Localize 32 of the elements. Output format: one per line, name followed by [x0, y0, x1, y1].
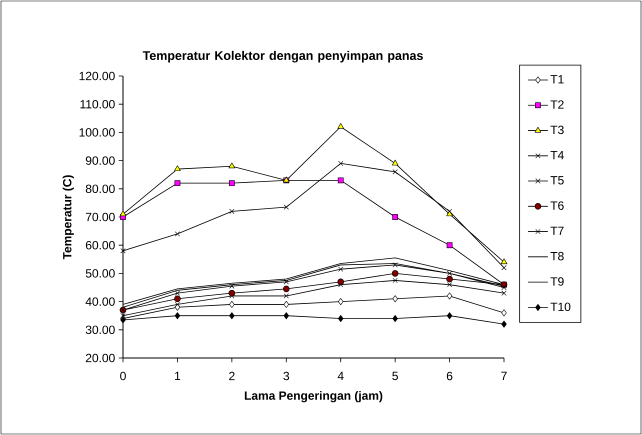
legend-label: T8: [550, 252, 564, 260]
x-tick-label: 0: [120, 372, 126, 380]
y-tick-label: 60.00: [86, 240, 115, 250]
y-tick-label: 70.00: [86, 212, 115, 222]
x-tick-label: 1: [175, 372, 180, 380]
y-tick-label: 50.00: [86, 269, 115, 278]
x-tick-label: 5: [392, 372, 398, 380]
legend-label: T1: [550, 75, 564, 84]
legend-label: T6: [550, 201, 564, 210]
y-tick-label: 40.00: [86, 297, 115, 306]
legend-label: T3: [550, 126, 564, 134]
x-axis-title: Lama Pengeringan (jam): [244, 391, 382, 402]
y-axis-title: Temperatur (C): [62, 175, 74, 260]
y-tick-label: 110.00: [80, 100, 115, 108]
chart-title: Temperatur Kolektor dengan penyimpan panas: [142, 50, 423, 62]
y-tick-label: 80.00: [86, 184, 115, 194]
y-tick-label: 30.00: [86, 326, 115, 334]
x-tick-label: 3: [283, 372, 290, 380]
legend-label: T7: [550, 226, 564, 235]
y-tick-label: 100.00: [80, 128, 115, 137]
x-tick-label: 6: [446, 372, 452, 380]
legend-label: T9: [550, 277, 564, 286]
y-tick-label: 120.00: [80, 72, 115, 80]
legend-label: T10: [550, 302, 570, 312]
y-tick-label: 20.00: [86, 354, 115, 362]
x-tick-label: 4: [338, 372, 344, 380]
y-tick-label: 90.00: [86, 156, 115, 165]
legend-label: T4: [550, 150, 564, 160]
x-tick-label: 7: [501, 372, 507, 380]
x-tick-label: 2: [229, 372, 235, 380]
legend-label: T5: [550, 176, 564, 185]
legend-label: T2: [550, 100, 564, 109]
